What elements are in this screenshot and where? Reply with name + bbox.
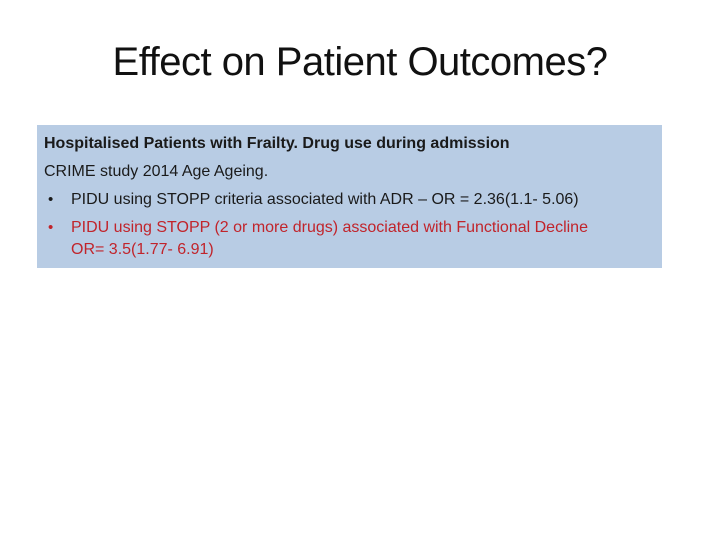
bullet-text-line: OR= 3.5(1.77- 6.91) [71, 241, 214, 258]
bullet-text-line: PIDU using STOPP (2 or more drugs) assoc… [71, 219, 588, 236]
box-heading: Hospitalised Patients with Frailty. Drug… [44, 135, 510, 152]
bullet-dot-icon: • [48, 219, 54, 236]
bullet-item-adr: • PIDU using STOPP criteria associated w… [44, 189, 652, 211]
slide-title: Effect on Patient Outcomes? [112, 40, 608, 84]
bullet-text: PIDU using STOPP (2 or more drugs) assoc… [71, 217, 652, 261]
bullet-dot-icon: • [48, 191, 54, 208]
content-box: Hospitalised Patients with Frailty. Drug… [37, 125, 662, 268]
bullet-item-functional-decline: • PIDU using STOPP (2 or more drugs) ass… [44, 217, 652, 261]
bullet-text: PIDU using STOPP criteria associated wit… [71, 189, 652, 211]
box-subheading: CRIME study 2014 Age Ageing. [44, 163, 269, 180]
bullet-text-line: PIDU using STOPP criteria associated wit… [71, 191, 579, 208]
